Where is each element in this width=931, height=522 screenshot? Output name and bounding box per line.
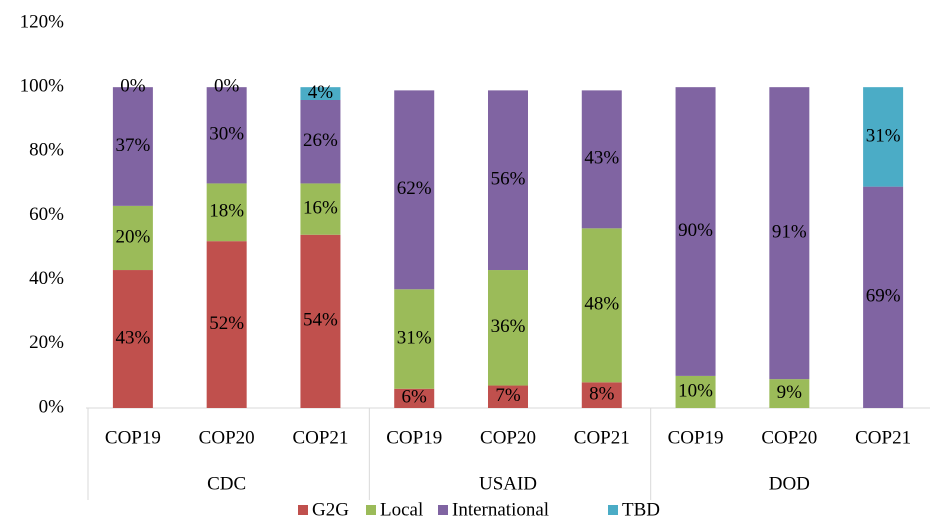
bar-segment [394,90,435,290]
bar-segment [206,87,247,184]
x-tick-label: COP19 [668,427,724,448]
bar-segment [112,87,153,206]
y-tick-label: 120% [20,11,65,32]
bar-segment [394,289,435,389]
bar-segment [300,234,341,408]
bar-segment [300,100,341,184]
x-tick-label: COP20 [761,427,817,448]
bar-segment [488,385,528,408]
data-label: 9% [777,382,803,403]
data-label: 48% [584,294,619,315]
y-tick-label: 100% [20,76,65,97]
bar-segment [863,87,904,187]
data-label: 8% [589,384,615,405]
group-label: CDC [207,473,246,494]
data-label: 6% [402,387,428,408]
y-tick-label: 80% [29,140,64,161]
group-label: USAID [479,473,537,494]
x-tick-label: COP19 [386,427,442,448]
data-label: 54% [303,310,338,331]
bar-segment [488,270,528,386]
legend-swatch [366,505,376,515]
x-tick-label: COP20 [480,427,536,448]
legend-label: TBD [622,499,660,520]
data-label: 43% [115,327,150,348]
bar-segment [206,241,247,408]
x-tick-label: COP21 [292,427,348,448]
data-label: 62% [397,178,432,199]
data-label: 37% [115,135,150,156]
bar-segment [300,87,341,100]
data-label: 56% [491,169,526,190]
y-tick-label: 0% [39,396,65,417]
bar-segment [300,183,341,235]
bar-segment [581,382,622,408]
data-label: 16% [303,197,338,218]
data-label: 43% [584,148,619,169]
data-label: 10% [678,380,713,401]
bar-segment [769,87,810,380]
bar-segment [488,90,528,271]
data-label: 31% [397,327,432,348]
bar-segment [112,270,153,408]
data-label: 36% [491,316,526,337]
data-label: 31% [866,125,901,146]
bar-segment [112,205,153,271]
data-label: 52% [209,313,244,334]
x-tick-label: COP19 [105,427,161,448]
bar-segment [581,228,622,383]
y-tick-label: 60% [29,204,64,225]
bar-segment [394,388,435,408]
data-label: 69% [866,286,901,307]
data-label: 4% [308,82,334,103]
data-label: 18% [209,201,244,222]
x-tick-label: COP21 [574,427,630,448]
group-label: DOD [769,473,810,494]
bar-segment [769,379,810,408]
legend-label: Local [380,499,423,520]
data-label: 20% [115,226,150,247]
bar-segment [581,90,622,229]
x-tick-label: COP21 [855,427,911,448]
bar-segment [863,186,904,408]
data-label: 0% [120,76,146,97]
legend-label: International [452,499,549,520]
bar-segment [675,375,716,408]
x-tick-label: COP20 [199,427,255,448]
data-label: 26% [303,130,338,151]
data-label: 91% [772,222,807,243]
legend-swatch [608,505,618,515]
data-label: 30% [209,124,244,145]
legend-label: G2G [312,499,349,520]
legend-swatch [298,505,308,515]
y-tick-label: 20% [29,332,64,353]
bar-segment [675,87,716,376]
bar-segment [206,183,247,242]
data-label: 7% [495,385,521,406]
legend-swatch [438,505,448,515]
data-label: 90% [678,220,713,241]
y-tick-label: 40% [29,268,64,289]
data-label: 0% [214,76,240,97]
